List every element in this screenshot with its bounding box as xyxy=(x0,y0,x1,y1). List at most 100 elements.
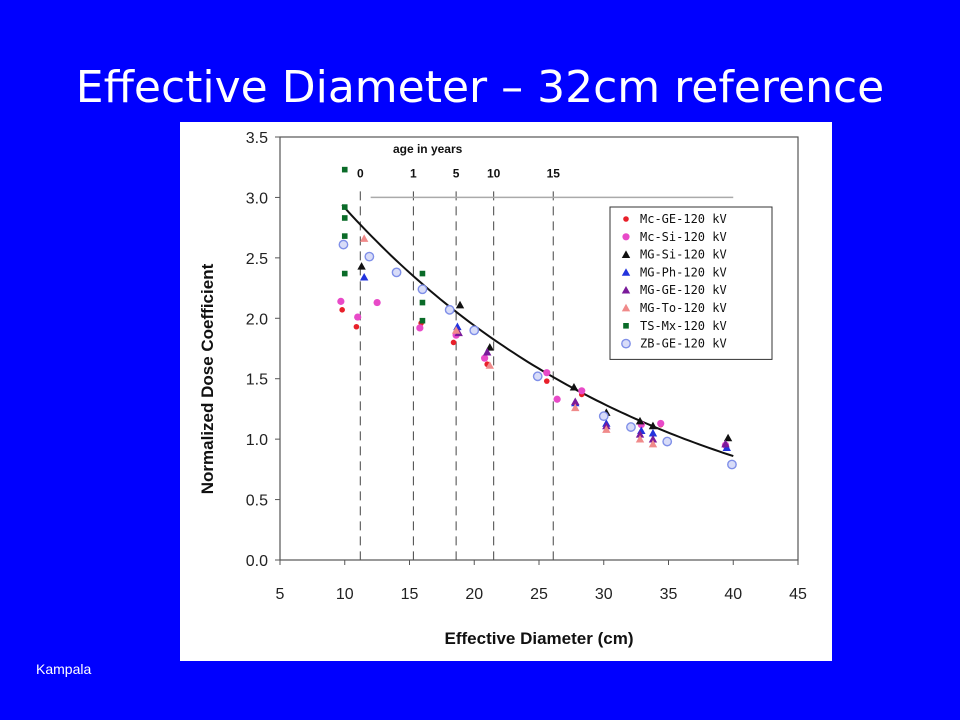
data-point-series-8 xyxy=(338,239,349,250)
legend-marker xyxy=(623,323,629,329)
legend-marker xyxy=(621,268,631,276)
data-point-series-5 xyxy=(635,430,645,438)
slide-title: Effective Diameter – 32cm reference xyxy=(75,62,885,113)
chart-legend: Mc-GE-120 kV Mc-Si-120 kV MG-Si-120 kV MG-P… xyxy=(609,206,773,360)
data-point-series-8 xyxy=(626,422,636,432)
legend-marker xyxy=(623,216,629,222)
data-point-series-6 xyxy=(635,434,645,443)
y-tick-label: 1.0 xyxy=(246,432,268,449)
legend-marker xyxy=(621,338,631,349)
data-point-series-2 xyxy=(481,354,489,362)
legend-label: Mc-Si-120 kV xyxy=(640,230,727,244)
x-axis-label: Effective Diameter (cm) xyxy=(445,629,634,648)
data-point-series-8 xyxy=(469,325,480,336)
data-point-series-1 xyxy=(353,323,360,330)
x-tick-label: 10 xyxy=(336,586,354,603)
legend-marker xyxy=(621,286,631,294)
legend-marker xyxy=(621,303,631,312)
data-point-series-6 xyxy=(571,403,580,412)
data-point-series-8 xyxy=(598,411,609,422)
data-point-series-7 xyxy=(341,215,348,221)
data-point-series-8 xyxy=(391,267,402,278)
legend-label: Mc-GE-120 kV xyxy=(640,212,727,226)
x-tick-label: 20 xyxy=(465,586,483,603)
data-point-series-2 xyxy=(553,395,561,403)
data-point-series-7 xyxy=(341,204,348,210)
legend-marker xyxy=(621,250,631,258)
data-point-series-8 xyxy=(444,304,455,315)
legend-label: MG-GE-120 kV xyxy=(640,283,727,297)
data-point-series-7 xyxy=(419,299,426,306)
data-point-series-7 xyxy=(419,270,426,277)
data-points xyxy=(337,166,737,470)
legend-label: ZB-GE-120 kV xyxy=(640,337,727,351)
data-point-series-5 xyxy=(571,397,580,406)
fit-curve-layer xyxy=(341,204,734,458)
data-point-series-6 xyxy=(602,425,611,433)
legend-box xyxy=(609,206,773,360)
data-point-series-7 xyxy=(341,233,348,239)
age-annotation-title: age in years xyxy=(393,142,463,156)
y-tick-label: 2.5 xyxy=(246,251,268,268)
data-point-series-3 xyxy=(455,300,465,309)
data-point-series-2 xyxy=(373,298,381,307)
data-point-series-6 xyxy=(451,326,461,334)
y-tick-label: 3.5 xyxy=(246,130,268,147)
legend-label: MG-Ph-120 kV xyxy=(640,265,727,279)
y-tick-label: 2.0 xyxy=(246,311,268,328)
y-tick-label: 0.0 xyxy=(246,553,268,570)
data-point-series-8 xyxy=(417,284,428,295)
footer-text: Kampala xyxy=(36,661,92,677)
y-tick-label: 0.5 xyxy=(246,493,268,510)
age-marker-label: 15 xyxy=(547,166,561,180)
data-point-series-3 xyxy=(485,343,494,351)
data-point-series-5 xyxy=(648,434,658,443)
age-marker-label: 10 xyxy=(487,166,501,180)
x-tick-label: 30 xyxy=(595,586,613,603)
data-point-series-7 xyxy=(341,166,348,173)
data-point-series-3 xyxy=(357,262,366,270)
data-point-series-2 xyxy=(337,297,345,305)
data-point-series-8 xyxy=(364,251,375,262)
chart-axes: 5 10 15 20 25 30 35 40 450.00.51.01.52.02.53.03.… xyxy=(246,130,807,603)
y-tick-label: 3.0 xyxy=(246,190,268,207)
x-tick-label: 5 xyxy=(276,586,285,603)
data-point-series-3 xyxy=(648,421,658,430)
data-point-series-4 xyxy=(648,428,658,437)
legend-label: MG-To-120 kV xyxy=(640,301,727,315)
data-point-series-3 xyxy=(635,416,645,425)
y-tick-label: 1.5 xyxy=(246,372,268,389)
data-point-series-2 xyxy=(416,324,424,332)
data-point-series-5 xyxy=(721,439,730,448)
data-point-series-6 xyxy=(648,439,658,448)
x-tick-label: 15 xyxy=(401,586,419,603)
data-point-series-1 xyxy=(450,339,457,346)
chart-figure: age in years 0 1 5 10 15 5 10 15 20 25 30 35 40 45 0.0… xyxy=(180,122,832,661)
data-point-series-2 xyxy=(543,369,551,377)
data-point-series-8 xyxy=(727,459,737,470)
data-point-series-7 xyxy=(341,270,348,277)
data-point-series-2 xyxy=(354,313,362,321)
legend-label: TS-Mx-120 kV xyxy=(640,319,727,333)
x-tick-label: 45 xyxy=(789,586,807,603)
x-tick-label: 25 xyxy=(530,586,548,603)
fit-curve xyxy=(341,204,734,458)
legend-marker xyxy=(622,233,630,241)
data-point-series-6 xyxy=(485,361,494,369)
legend-label: MG-Si-120 kV xyxy=(640,248,727,262)
data-point-series-3 xyxy=(569,382,579,391)
data-point-series-2 xyxy=(657,419,665,428)
data-point-series-4 xyxy=(359,272,369,281)
data-point-series-7 xyxy=(419,317,426,324)
age-marker-label: 1 xyxy=(410,166,417,180)
data-point-series-2 xyxy=(578,387,586,395)
x-tick-label: 35 xyxy=(660,586,678,603)
age-marker-label: 0 xyxy=(357,166,364,180)
data-point-series-1 xyxy=(543,378,550,384)
x-tick-label: 40 xyxy=(724,586,742,603)
data-point-series-8 xyxy=(532,371,543,382)
y-axis-label: Normalized Dose Coefficient xyxy=(198,263,217,494)
data-point-series-5 xyxy=(483,347,492,356)
